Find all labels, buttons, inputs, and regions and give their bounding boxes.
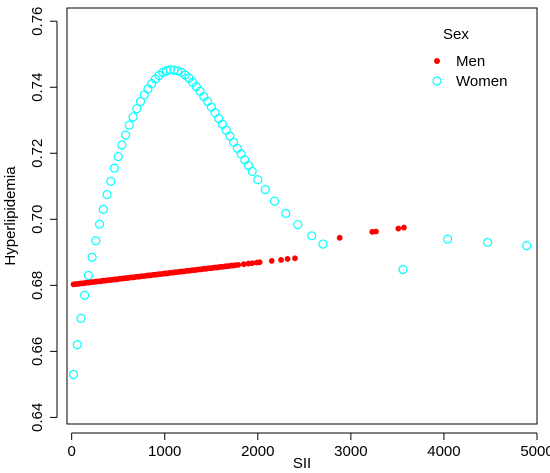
women-point <box>522 241 532 251</box>
women-point <box>87 252 97 262</box>
men-point <box>235 261 242 268</box>
men-point <box>292 255 298 262</box>
women-point <box>206 102 216 112</box>
women-point <box>83 270 94 281</box>
men-point <box>256 259 263 266</box>
y-tick-label: 0.64 <box>29 403 46 432</box>
x-tick-label: 2000 <box>241 443 274 460</box>
y-tick-label: 0.74 <box>29 73 46 102</box>
plot-frame <box>66 7 538 425</box>
men-point <box>373 228 379 235</box>
men-point <box>284 256 291 262</box>
y-tick-label: 0.68 <box>29 271 46 300</box>
men-point <box>249 260 256 267</box>
women-point <box>483 237 493 248</box>
y-tick-label: 0.66 <box>29 337 46 366</box>
women-point <box>121 130 131 140</box>
women-point <box>98 204 108 214</box>
women-point <box>124 120 134 130</box>
men-point <box>401 224 407 231</box>
x-axis: 0 1000 2000 3000 4000 5000 <box>67 432 550 460</box>
women-point <box>398 264 408 275</box>
women-point <box>217 119 228 129</box>
x-tick-label: 5000 <box>520 443 550 460</box>
women-point <box>117 140 127 150</box>
series-women <box>68 65 532 380</box>
x-tick-label: 0 <box>67 443 75 460</box>
women-point <box>247 166 257 177</box>
y-tick-label: 0.70 <box>29 205 46 234</box>
women-point <box>91 236 101 246</box>
women-point <box>318 239 328 249</box>
women-point <box>94 219 105 229</box>
men-point <box>240 261 247 268</box>
women-point <box>68 369 79 380</box>
women-point <box>113 151 123 162</box>
women-point <box>109 163 120 173</box>
series-men <box>70 224 407 288</box>
women-point <box>269 196 280 206</box>
men-point <box>268 258 275 264</box>
legend-label-men: Men <box>456 53 485 70</box>
y-axis-title: Hyperlipidemia <box>2 166 19 266</box>
women-point <box>253 175 263 185</box>
women-point <box>228 137 239 147</box>
y-tick-label: 0.76 <box>29 7 46 36</box>
women-point <box>240 155 250 165</box>
women-point <box>443 234 453 244</box>
women-point <box>106 176 116 186</box>
women-point <box>243 160 254 171</box>
legend-marker-men <box>434 58 440 64</box>
women-point <box>102 189 112 200</box>
women-point <box>128 112 138 122</box>
plot-border <box>66 7 538 425</box>
women-point <box>132 104 142 114</box>
x-tick-label: 4000 <box>427 443 460 460</box>
women-point <box>281 208 291 218</box>
legend-label-women: Women <box>456 73 507 90</box>
men-point <box>278 257 284 263</box>
legend-title: Sex <box>443 26 469 43</box>
y-axis: 0.64 0.66 0.68 0.70 0.72 0.74 0.76 <box>29 7 58 432</box>
women-point <box>76 313 86 323</box>
women-point <box>221 125 231 135</box>
women-point <box>214 114 224 124</box>
x-axis-title: SII <box>293 455 311 472</box>
women-point <box>139 90 149 100</box>
women-point <box>210 108 220 118</box>
women-point <box>293 219 303 230</box>
women-point <box>72 340 82 350</box>
y-tick-label: 0.72 <box>29 139 46 168</box>
legend-marker-women <box>432 76 442 86</box>
men-point <box>336 234 343 241</box>
men-point <box>395 225 402 232</box>
women-point <box>236 149 246 159</box>
women-point <box>307 231 317 241</box>
x-tick-label: 3000 <box>334 443 367 460</box>
women-point <box>232 143 242 153</box>
legend-entries: Men Women <box>432 53 507 90</box>
women-point <box>80 290 90 300</box>
legend: Sex Men Women <box>432 26 507 90</box>
x-tick-label: 1000 <box>148 443 181 460</box>
women-point <box>260 184 270 195</box>
